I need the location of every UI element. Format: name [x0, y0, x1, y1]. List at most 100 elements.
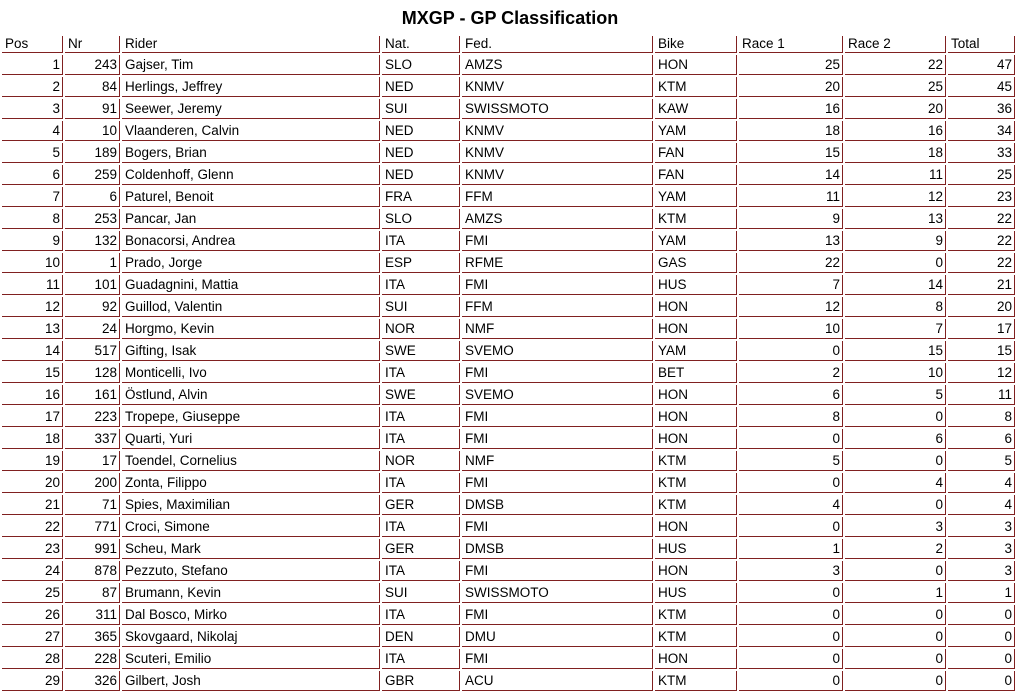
cell-fed: KNMV: [462, 77, 653, 97]
cell-fed: AMZS: [462, 55, 653, 75]
table-row: 3 91 Seewer, Jeremy SUI SWISSMOTO KAW 16 20 36: [2, 99, 1015, 119]
cell-race2: 3: [845, 517, 946, 537]
cell-total: 34: [948, 121, 1015, 141]
cell-pos: 4: [2, 121, 63, 141]
cell-total: 6: [948, 429, 1015, 449]
cell-race2: 22: [845, 55, 946, 75]
cell-total: 20: [948, 297, 1015, 317]
cell-total: 12: [948, 363, 1015, 383]
cell-fed: FMI: [462, 275, 653, 295]
cell-race2: 4: [845, 473, 946, 493]
cell-race2: 12: [845, 187, 946, 207]
cell-race2: 0: [845, 253, 946, 273]
table-row: 29 326 Gilbert, Josh GBR ACU KTM 0 0 0: [2, 671, 1015, 691]
cell-total: 33: [948, 143, 1015, 163]
cell-nat: SUI: [382, 583, 460, 603]
table-row: 10 1 Prado, Jorge ESP RFME GAS 22 0 22: [2, 253, 1015, 273]
cell-bike: HON: [655, 407, 737, 427]
cell-nat: DEN: [382, 627, 460, 647]
table-row: 11 101 Guadagnini, Mattia ITA FMI HUS 7 14 21: [2, 275, 1015, 295]
cell-bike: KTM: [655, 473, 737, 493]
cell-bike: HON: [655, 517, 737, 537]
cell-race1: 20: [739, 77, 843, 97]
cell-race1: 8: [739, 407, 843, 427]
cell-bike: HON: [655, 429, 737, 449]
cell-rider: Pancar, Jan: [122, 209, 380, 229]
cell-fed: FMI: [462, 649, 653, 669]
table-row: 20 200 Zonta, Filippo ITA FMI KTM 0 4 4: [2, 473, 1015, 493]
cell-pos: 8: [2, 209, 63, 229]
cell-pos: 1: [2, 55, 63, 75]
cell-nat: ITA: [382, 605, 460, 625]
column-header-rider: Rider: [122, 36, 380, 53]
cell-fed: FMI: [462, 605, 653, 625]
cell-total: 0: [948, 649, 1015, 669]
cell-pos: 24: [2, 561, 63, 581]
column-header-fed: Fed.: [462, 36, 653, 53]
cell-race1: 15: [739, 143, 843, 163]
cell-rider: Vlaanderen, Calvin: [122, 121, 380, 141]
table-row: 23 991 Scheu, Mark GER DMSB HUS 1 2 3: [2, 539, 1015, 559]
cell-fed: NMF: [462, 451, 653, 471]
cell-rider: Monticelli, Ivo: [122, 363, 380, 383]
cell-rider: Scheu, Mark: [122, 539, 380, 559]
cell-pos: 6: [2, 165, 63, 185]
cell-nr: 87: [65, 583, 120, 603]
cell-nat: ITA: [382, 649, 460, 669]
cell-rider: Horgmo, Kevin: [122, 319, 380, 339]
cell-fed: FMI: [462, 561, 653, 581]
cell-rider: Guadagnini, Mattia: [122, 275, 380, 295]
table-row: 27 365 Skovgaard, Nikolaj DEN DMU KTM 0 0 0: [2, 627, 1015, 647]
column-header-total: Total: [948, 36, 1015, 53]
cell-nat: ESP: [382, 253, 460, 273]
cell-race1: 22: [739, 253, 843, 273]
cell-race2: 13: [845, 209, 946, 229]
cell-race2: 15: [845, 341, 946, 361]
cell-bike: HON: [655, 55, 737, 75]
cell-rider: Croci, Simone: [122, 517, 380, 537]
cell-race2: 5: [845, 385, 946, 405]
cell-race1: 0: [739, 517, 843, 537]
cell-nat: GER: [382, 539, 460, 559]
cell-fed: NMF: [462, 319, 653, 339]
table-row: 16 161 Östlund, Alvin SWE SVEMO HON 6 5 11: [2, 385, 1015, 405]
table-row: 22 771 Croci, Simone ITA FMI HON 0 3 3: [2, 517, 1015, 537]
cell-total: 23: [948, 187, 1015, 207]
cell-total: 4: [948, 473, 1015, 493]
cell-rider: Seewer, Jeremy: [122, 99, 380, 119]
cell-fed: FMI: [462, 407, 653, 427]
cell-pos: 10: [2, 253, 63, 273]
cell-fed: RFME: [462, 253, 653, 273]
cell-nat: GBR: [382, 671, 460, 691]
cell-nr: 161: [65, 385, 120, 405]
cell-nr: 92: [65, 297, 120, 317]
cell-bike: HON: [655, 561, 737, 581]
cell-total: 0: [948, 627, 1015, 647]
cell-pos: 7: [2, 187, 63, 207]
table-row: 26 311 Dal Bosco, Mirko ITA FMI KTM 0 0 0: [2, 605, 1015, 625]
cell-race2: 16: [845, 121, 946, 141]
header-row: Pos Nr Rider Nat. Fed. Bike Race 1 Race 2 Total: [2, 36, 1015, 53]
cell-nr: 771: [65, 517, 120, 537]
cell-nat: NED: [382, 143, 460, 163]
cell-total: 3: [948, 561, 1015, 581]
cell-nat: SWE: [382, 341, 460, 361]
cell-fed: KNMV: [462, 165, 653, 185]
cell-nat: ITA: [382, 275, 460, 295]
table-row: 21 71 Spies, Maximilian GER DMSB KTM 4 0 4: [2, 495, 1015, 515]
cell-nat: GER: [382, 495, 460, 515]
cell-rider: Dal Bosco, Mirko: [122, 605, 380, 625]
cell-race2: 9: [845, 231, 946, 251]
table-row: 6 259 Coldenhoff, Glenn NED KNMV FAN 14 11 25: [2, 165, 1015, 185]
cell-race1: 13: [739, 231, 843, 251]
cell-nr: 228: [65, 649, 120, 669]
cell-race2: 25: [845, 77, 946, 97]
cell-rider: Paturel, Benoit: [122, 187, 380, 207]
column-header-bike: Bike: [655, 36, 737, 53]
cell-bike: BET: [655, 363, 737, 383]
cell-bike: HON: [655, 319, 737, 339]
cell-fed: SWISSMOTO: [462, 583, 653, 603]
cell-pos: 19: [2, 451, 63, 471]
cell-nr: 200: [65, 473, 120, 493]
cell-pos: 25: [2, 583, 63, 603]
